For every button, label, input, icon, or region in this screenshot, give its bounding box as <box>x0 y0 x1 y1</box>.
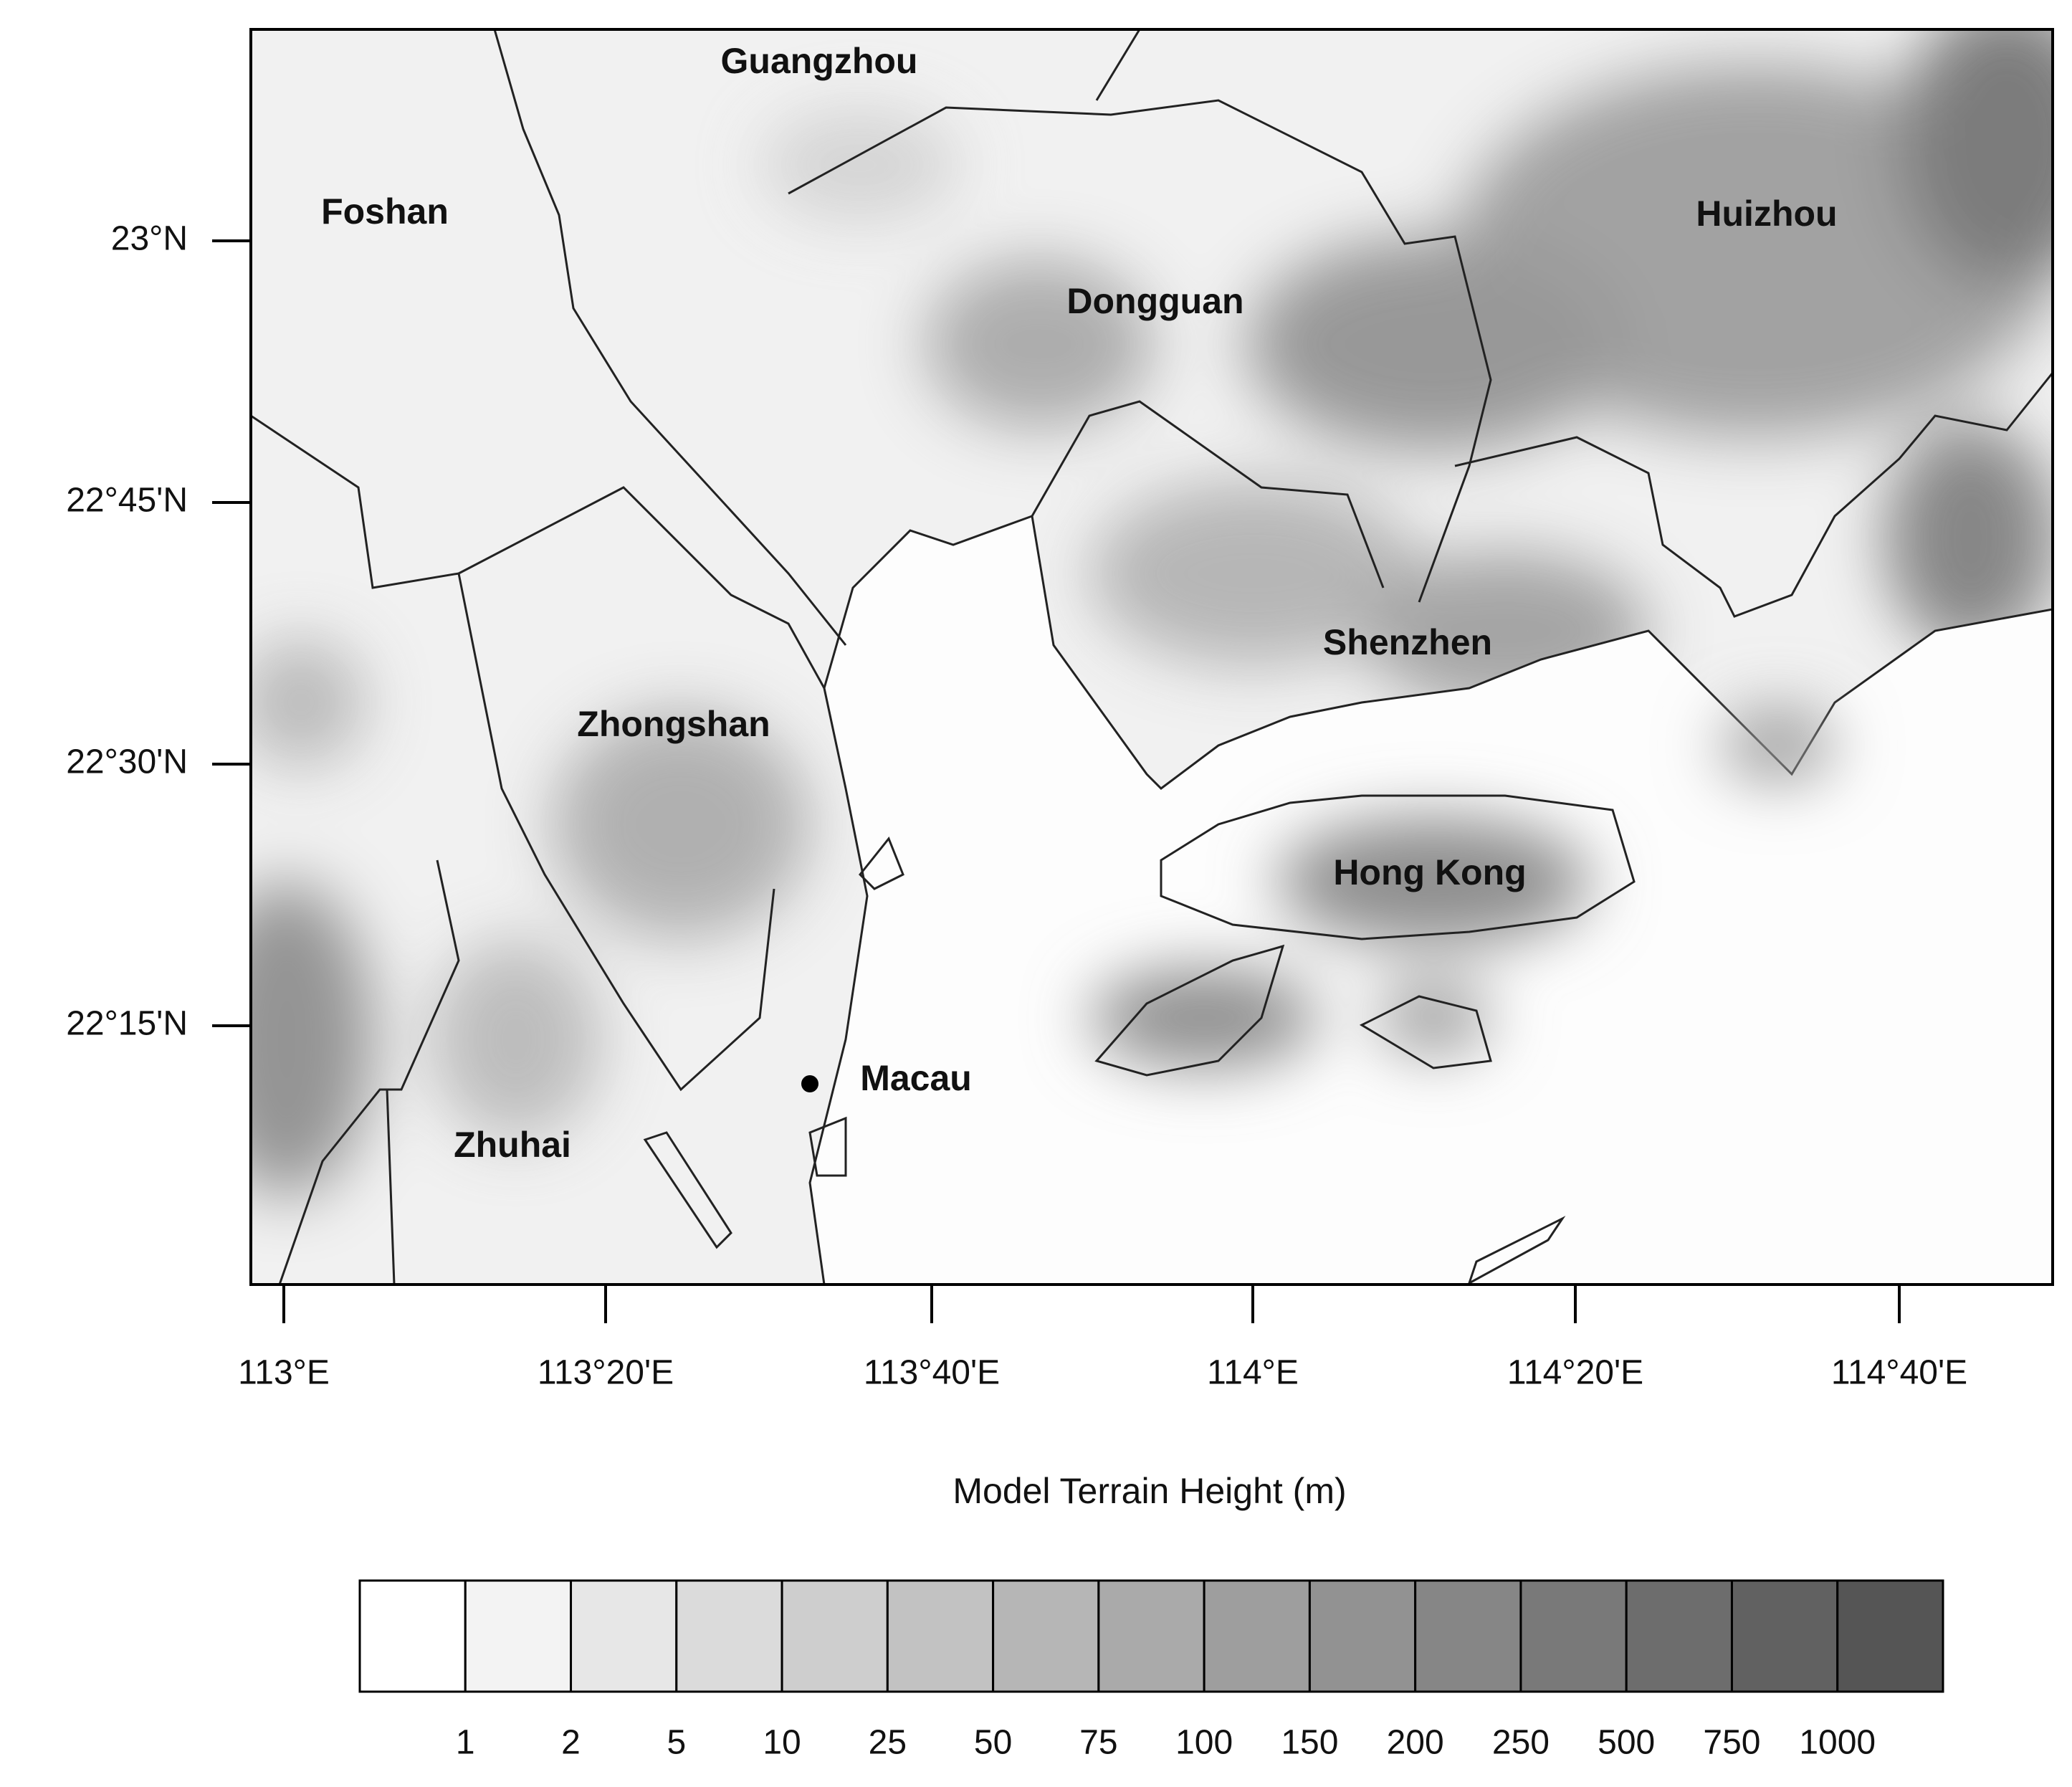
colorbar-label: 500 <box>1598 1724 1655 1762</box>
colorbar-label: 250 <box>1492 1724 1550 1762</box>
colorbar-swatch <box>1519 1579 1628 1693</box>
city-label: Zhongshan <box>577 704 770 744</box>
colorbar-swatch <box>886 1579 995 1693</box>
terrain <box>251 29 2053 1285</box>
colorbar-label: 10 <box>763 1724 801 1762</box>
city-label: Hong Kong <box>1333 852 1526 892</box>
city-label: Shenzhen <box>1323 622 1492 662</box>
colorbar-label: 50 <box>974 1724 1012 1762</box>
colorbar-label: 25 <box>869 1724 907 1762</box>
colorbar-swatch <box>1203 1579 1311 1693</box>
colorbar-label: 75 <box>1079 1724 1117 1762</box>
colorbar-swatch <box>358 1579 467 1693</box>
axis-ticks: 23°N 22°45'N 22°30'N 22°15'N 113°E 113°20'E 11… <box>66 220 1967 1392</box>
lat-tick-label: 22°30'N <box>66 743 188 781</box>
lon-tick-label: 114°E <box>1207 1354 1299 1392</box>
lat-tick-label: 22°15'N <box>66 1005 188 1043</box>
lat-tick-label: 23°N <box>111 220 188 258</box>
lon-tick-label: 114°20'E <box>1507 1354 1643 1392</box>
colorbar-swatch <box>675 1579 783 1693</box>
colorbar: 1 2 5 10 25 50 75 100 150 200 250 500 750 1000 <box>358 1579 1944 1762</box>
colorbar-swatch <box>1414 1579 1522 1693</box>
lon-tick-label: 113°E <box>238 1354 330 1392</box>
lon-tick-label: 114°40'E <box>1831 1354 1967 1392</box>
colorbar-label: 200 <box>1387 1724 1444 1762</box>
lon-tick-label: 113°20'E <box>538 1354 674 1392</box>
city-label: Macau <box>860 1058 972 1098</box>
colorbar-swatch <box>464 1579 573 1693</box>
colorbar-label: 1000 <box>1799 1724 1876 1762</box>
city-labels: Guangzhou Foshan Huizhou Dongguan Shenzhen Zh… <box>321 41 1837 1165</box>
colorbar-label: 100 <box>1175 1724 1233 1762</box>
colorbar-label: 750 <box>1703 1724 1760 1762</box>
colorbar-label: 5 <box>667 1724 686 1762</box>
colorbar-swatch <box>1625 1579 1733 1693</box>
city-label: Zhuhai <box>454 1125 571 1165</box>
map-frame <box>249 28 2054 1286</box>
colorbar-swatch <box>1836 1579 1944 1693</box>
city-label: Dongguan <box>1066 281 1243 321</box>
colorbar-title: Model Terrain Height (m) <box>953 1471 1346 1511</box>
lat-tick-label: 22°45'N <box>66 482 188 520</box>
colorbar-swatch <box>780 1579 889 1693</box>
city-label: Guangzhou <box>721 41 918 81</box>
city-label: Foshan <box>321 191 449 232</box>
city-label: Huizhou <box>1696 194 1837 234</box>
colorbar-label: 1 <box>456 1724 475 1762</box>
colorbar-label: 150 <box>1281 1724 1338 1762</box>
lon-tick-label: 113°40'E <box>864 1354 1000 1392</box>
colorbar-swatch <box>992 1579 1100 1693</box>
colorbar-swatch <box>1097 1579 1206 1693</box>
colorbar-swatch <box>1730 1579 1839 1693</box>
colorbar-swatch <box>1308 1579 1417 1693</box>
colorbar-swatch <box>570 1579 678 1693</box>
colorbar-label: 2 <box>561 1724 581 1762</box>
